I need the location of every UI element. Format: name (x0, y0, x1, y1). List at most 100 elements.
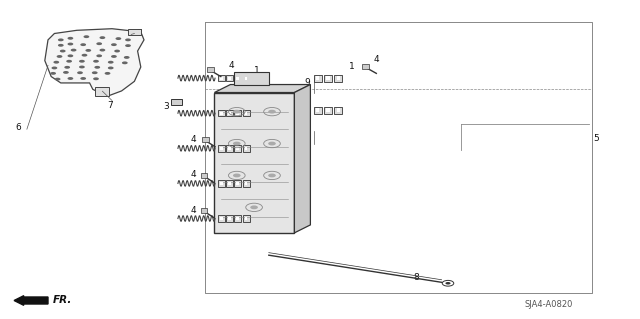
Circle shape (52, 67, 58, 70)
Text: 7: 7 (108, 101, 113, 110)
Circle shape (82, 54, 88, 57)
Bar (201, 173, 207, 178)
Bar (234, 215, 241, 222)
Bar (362, 64, 369, 69)
Bar (334, 75, 342, 82)
Circle shape (105, 72, 111, 75)
Text: 4: 4 (191, 206, 196, 215)
Circle shape (86, 49, 92, 52)
Text: 1: 1 (255, 66, 260, 75)
Circle shape (53, 61, 59, 63)
Bar (234, 75, 241, 81)
Bar (218, 110, 225, 116)
Text: FR.: FR. (53, 295, 72, 306)
Bar (220, 217, 223, 220)
Bar (316, 76, 319, 80)
Bar (244, 147, 248, 150)
Text: 1: 1 (229, 137, 234, 145)
Bar (236, 217, 239, 220)
Circle shape (93, 78, 99, 80)
Bar (326, 76, 330, 80)
Bar (243, 145, 250, 152)
Bar (324, 75, 332, 82)
Bar (220, 112, 223, 115)
Text: 3: 3 (164, 102, 169, 111)
Circle shape (115, 37, 122, 40)
Circle shape (68, 37, 73, 40)
Circle shape (111, 43, 116, 46)
Bar (220, 182, 223, 185)
Bar (171, 99, 182, 105)
Circle shape (268, 142, 276, 145)
Circle shape (233, 142, 241, 145)
Circle shape (268, 174, 276, 177)
Bar (226, 110, 233, 116)
Bar (202, 137, 209, 142)
Bar (236, 112, 239, 115)
Bar (95, 87, 109, 96)
Bar (324, 107, 332, 114)
Text: 1: 1 (234, 181, 239, 190)
Text: 2: 2 (214, 176, 219, 185)
Bar (226, 75, 233, 81)
Bar (234, 110, 241, 116)
Bar (236, 147, 239, 150)
Circle shape (95, 66, 100, 69)
Polygon shape (45, 29, 144, 96)
Bar (218, 145, 225, 152)
Circle shape (268, 110, 276, 114)
Circle shape (58, 39, 64, 41)
Polygon shape (294, 85, 310, 233)
Circle shape (97, 54, 102, 57)
Circle shape (250, 205, 258, 209)
Bar (236, 77, 239, 80)
Bar (244, 77, 248, 80)
Circle shape (60, 50, 65, 53)
Polygon shape (214, 85, 310, 93)
Circle shape (115, 50, 120, 53)
Bar (228, 112, 231, 115)
Circle shape (125, 39, 131, 41)
Bar (243, 110, 250, 116)
Circle shape (67, 60, 72, 63)
Circle shape (122, 61, 128, 64)
Bar (228, 147, 231, 150)
Bar (214, 93, 294, 233)
Text: 7: 7 (137, 29, 142, 38)
Bar (234, 72, 269, 85)
Bar (226, 145, 233, 152)
Circle shape (100, 49, 105, 52)
Circle shape (100, 36, 105, 39)
Bar (244, 217, 248, 220)
Bar (228, 182, 231, 185)
Bar (218, 75, 225, 81)
Circle shape (79, 60, 85, 63)
Bar (243, 215, 250, 222)
Bar (226, 180, 233, 187)
Circle shape (124, 56, 129, 59)
Bar (316, 108, 319, 112)
Circle shape (81, 43, 86, 46)
Bar (218, 215, 225, 222)
Bar (337, 76, 340, 80)
Bar (244, 112, 248, 115)
Text: 4: 4 (228, 61, 234, 70)
Circle shape (81, 77, 86, 80)
Circle shape (71, 49, 77, 52)
Text: 4: 4 (191, 170, 196, 179)
Text: 4: 4 (374, 55, 379, 63)
Circle shape (108, 67, 114, 70)
Bar (243, 75, 250, 81)
Bar (201, 208, 207, 213)
Text: 1: 1 (349, 62, 355, 71)
Circle shape (56, 55, 63, 58)
Circle shape (63, 71, 69, 74)
Bar (314, 75, 322, 82)
FancyArrow shape (14, 296, 48, 305)
Text: 6: 6 (15, 123, 20, 132)
Bar (326, 108, 330, 112)
Bar (228, 77, 231, 80)
Text: 9: 9 (305, 125, 310, 134)
Circle shape (77, 71, 83, 74)
Bar (234, 145, 241, 152)
